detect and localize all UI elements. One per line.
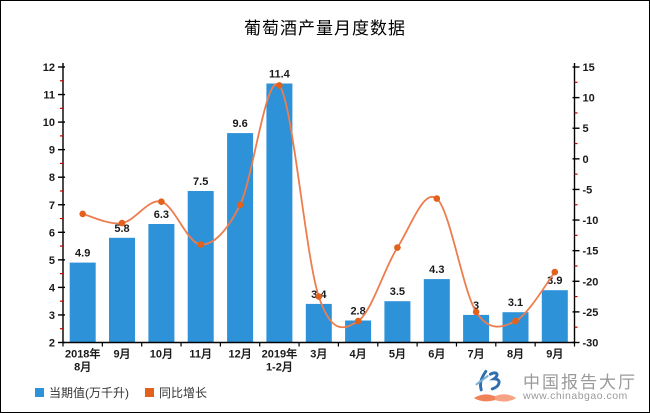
right-axis-tick-label: -10 bbox=[583, 215, 599, 227]
bar-value-label: 11.4 bbox=[269, 69, 291, 81]
bar bbox=[502, 312, 529, 343]
x-axis-label: 7月 bbox=[468, 348, 485, 361]
right-axis-tick-label: 10 bbox=[583, 93, 595, 105]
chart-title: 葡萄酒产量月度数据 bbox=[244, 19, 406, 38]
bar-value-label: 2.8 bbox=[350, 306, 365, 318]
bar bbox=[227, 133, 254, 343]
right-axis-tick-label: -25 bbox=[583, 307, 599, 319]
bar bbox=[109, 237, 135, 343]
line-marker bbox=[276, 82, 283, 89]
left-axis-tick-label: 8 bbox=[49, 172, 55, 184]
left-axis-tick-label: 6 bbox=[49, 227, 55, 239]
bar-series-label: 当期值(万千升) bbox=[49, 386, 129, 400]
left-axis-tick-label: 10 bbox=[43, 117, 55, 129]
watermark: 中国报告大厅 www.chinabgao.com bbox=[472, 368, 637, 408]
line-marker bbox=[158, 198, 165, 205]
bar-value-label: 3.5 bbox=[390, 286, 405, 298]
x-axis-label: 6月 bbox=[428, 348, 445, 361]
bar-value-label: 5.8 bbox=[114, 223, 129, 235]
left-axis-tick-label: 5 bbox=[49, 255, 55, 267]
line-marker bbox=[354, 317, 362, 325]
x-axis-label: 10月 bbox=[150, 348, 173, 361]
x-axis-label: 9月 bbox=[113, 348, 130, 361]
x-axis-label: 4月 bbox=[350, 348, 367, 361]
bar bbox=[266, 83, 293, 343]
line-series-label: 同比增长 bbox=[159, 386, 208, 400]
chinabgao-logo-icon bbox=[473, 369, 517, 402]
x-axis-label: 3月 bbox=[310, 348, 327, 361]
bar bbox=[345, 320, 372, 343]
bar bbox=[541, 290, 568, 343]
line-marker bbox=[394, 244, 401, 251]
right-axis-tick-label: 5 bbox=[583, 123, 589, 135]
bar-value-label: 9.6 bbox=[232, 118, 247, 130]
line-marker bbox=[79, 210, 86, 218]
left-axis-tick-label: 11 bbox=[43, 90, 55, 102]
right-axis-tick-label: 15 bbox=[583, 62, 595, 74]
right-axis-tick-label: 0 bbox=[583, 154, 589, 166]
watermark-brand: 中国报告大厅 bbox=[523, 372, 637, 392]
x-axis-label: 8月 bbox=[74, 361, 91, 374]
left-axis-tick-label: 7 bbox=[49, 200, 55, 212]
line-marker bbox=[512, 317, 519, 325]
bar bbox=[463, 314, 490, 343]
bar-series-swatch-icon bbox=[35, 388, 44, 397]
right-axis-tick-label: -30 bbox=[583, 338, 599, 350]
legend-item-bar-series: 当期值(万千升) bbox=[35, 384, 129, 401]
x-axis-label: 8月 bbox=[507, 348, 524, 361]
line-series-swatch-icon bbox=[145, 388, 154, 397]
bar bbox=[148, 224, 175, 343]
bar-value-label: 6.3 bbox=[154, 209, 169, 221]
line-marker bbox=[472, 308, 480, 316]
x-axis-label: 2018年 bbox=[65, 347, 100, 361]
bar bbox=[187, 191, 214, 343]
left-axis-tick-label: 3 bbox=[49, 310, 55, 322]
chart-legend: 当期值(万千升) 同比增长 bbox=[35, 384, 207, 401]
x-axis-label: 12月 bbox=[228, 348, 251, 361]
line-marker bbox=[118, 219, 126, 227]
bar-value-label: 3.1 bbox=[508, 297, 523, 309]
right-axis-tick-label: -5 bbox=[583, 184, 593, 196]
line-marker bbox=[197, 241, 204, 248]
left-axis-tick-label: 4 bbox=[49, 282, 56, 294]
bar-value-label: 7.5 bbox=[193, 176, 208, 188]
yoy-growth-line bbox=[82, 83, 556, 329]
bar-value-label: 4.3 bbox=[429, 264, 444, 276]
line-marker bbox=[315, 293, 323, 300]
line-marker bbox=[551, 268, 559, 276]
bar-value-label: 3 bbox=[473, 300, 479, 312]
line-marker bbox=[433, 195, 441, 202]
right-axis-tick-label: -20 bbox=[583, 276, 599, 288]
x-axis-label: 9月 bbox=[546, 348, 563, 361]
left-axis-tick-label: 2 bbox=[49, 338, 55, 350]
bar-value-label: 4.9 bbox=[75, 248, 90, 260]
line-marker bbox=[236, 201, 244, 209]
bar bbox=[69, 262, 96, 343]
left-axis-tick-label: 9 bbox=[49, 145, 55, 157]
bar bbox=[384, 301, 411, 343]
x-axis-label: 11月 bbox=[189, 348, 212, 361]
bar bbox=[305, 303, 332, 343]
x-axis-label: 2019年 bbox=[262, 347, 297, 361]
watermark-text: 中国报告大厅 www.chinabgao.com bbox=[523, 372, 637, 403]
x-axis-label: 1-2月 bbox=[266, 361, 293, 374]
left-axis-tick-label: 12 bbox=[43, 62, 55, 74]
right-axis-tick-label: -15 bbox=[583, 246, 599, 258]
legend-item-line-series: 同比增长 bbox=[145, 384, 207, 401]
watermark-site: www.chinabgao.com bbox=[523, 390, 628, 403]
bar bbox=[423, 279, 450, 343]
x-axis-label: 5月 bbox=[389, 348, 406, 361]
